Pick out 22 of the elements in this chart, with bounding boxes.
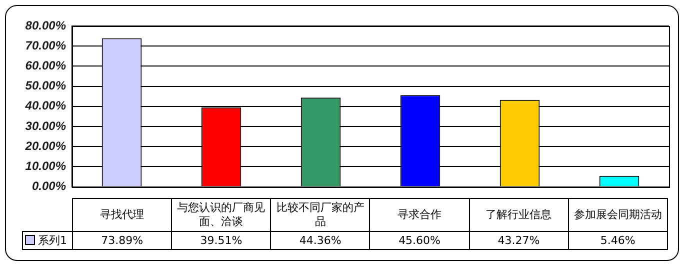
data-label: 39.51% [172, 232, 271, 250]
x-tick-label: 寻找代理 [72, 198, 172, 232]
y-tick-label: 80.00% [25, 18, 66, 32]
y-tick-label: 0.00% [32, 179, 66, 194]
x-tick-label: 了解行业信息 [469, 198, 568, 232]
data-label: 73.89% [72, 232, 172, 250]
x-tick-label: 参加展会同期活动 [568, 198, 668, 232]
x-tick-label: 与您认识的厂商见面、洽谈 [172, 198, 271, 232]
y-tick-label: 20.00% [24, 138, 66, 153]
data-label: 45.60% [370, 232, 470, 250]
data-label: 43.27% [469, 232, 568, 250]
x-tick-label: 寻求合作 [370, 198, 470, 232]
y-tick-label: 60.00% [25, 58, 66, 73]
y-tick-label: 50.00% [25, 78, 66, 93]
y-tick-label: 30.00% [25, 118, 66, 133]
data-label: 44.36% [270, 232, 370, 250]
data-label: 5.46% [568, 232, 668, 250]
y-tick-label: 10.00% [25, 159, 66, 174]
y-tick-label: 40.00% [24, 98, 66, 113]
legend-label: 系列1 [38, 234, 67, 246]
x-tick-label: 比较不同厂家的产品 [270, 198, 370, 232]
y-tick-label: 70.00% [25, 38, 66, 52]
